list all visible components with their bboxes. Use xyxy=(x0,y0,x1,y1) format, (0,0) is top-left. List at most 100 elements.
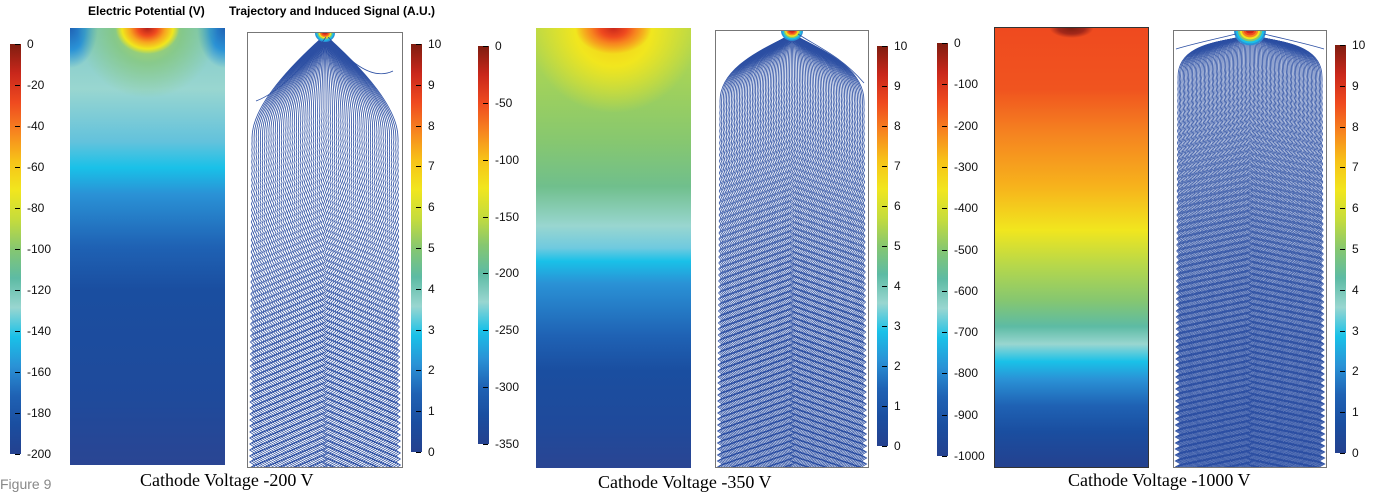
trajectory-line xyxy=(1249,32,1296,467)
trajectory-line xyxy=(1220,32,1251,467)
trajectory-line xyxy=(322,34,330,467)
trajectory-line xyxy=(791,32,832,467)
trajectory-line xyxy=(791,32,813,467)
trajectory-line xyxy=(299,34,326,467)
trajectory-line xyxy=(729,32,793,467)
colorbar-tick-label: -160 xyxy=(14,365,52,379)
trajectory-line xyxy=(1249,32,1326,467)
trajectory-line xyxy=(291,34,326,467)
trajectory-line xyxy=(791,32,868,467)
trajectory-line xyxy=(1209,32,1251,467)
trajectory-line xyxy=(1244,32,1252,467)
trajectory-line xyxy=(1249,32,1276,467)
trajectory-line xyxy=(763,32,793,467)
trajectory-line xyxy=(324,34,380,467)
trajectory-line xyxy=(791,32,807,467)
trajectory-line xyxy=(255,36,327,102)
trajectory-line xyxy=(1240,32,1251,467)
trajectory-line xyxy=(1249,32,1264,467)
trajectory-line xyxy=(1232,32,1251,467)
trajectory-plot xyxy=(715,30,869,468)
trajectory-line xyxy=(1184,32,1251,467)
trajectory-line xyxy=(755,32,793,467)
colorbar-tick-label: 2 xyxy=(1340,364,1359,379)
colorbar-tick-label: 7 xyxy=(882,159,901,173)
trajectory-line xyxy=(1192,32,1251,467)
trajectory-line xyxy=(1249,32,1288,467)
signal-colorbar xyxy=(877,46,888,446)
trajectory-line xyxy=(1195,32,1251,467)
trajectory-line xyxy=(753,32,793,467)
colorbar-tick-label: -350 xyxy=(482,437,520,451)
trajectory-line xyxy=(791,32,858,467)
trajectory-line xyxy=(1175,33,1237,50)
trajectory-line xyxy=(1180,32,1251,467)
trajectory-line xyxy=(251,34,326,467)
trajectory-line xyxy=(791,32,852,467)
trajectory-line xyxy=(752,32,793,467)
trajectory-line xyxy=(1178,32,1251,467)
colorbar-tick-label: -100 xyxy=(482,152,520,167)
trajectory-line xyxy=(1231,32,1251,467)
trajectory-line xyxy=(1249,32,1302,467)
colorbar-tick-label: -100 xyxy=(14,242,52,256)
trajectory-line xyxy=(737,32,793,467)
trajectory-line xyxy=(1200,32,1251,467)
trajectory-line xyxy=(791,32,845,467)
panel-caption: Cathode Voltage -1000 V xyxy=(1068,470,1251,490)
trajectory-line xyxy=(1224,32,1251,467)
colorbar-tick-label: 2 xyxy=(416,363,435,378)
colorbar-tick-label: -300 xyxy=(482,380,520,395)
trajectory-line xyxy=(791,32,849,467)
colorbar-tick-label: 1 xyxy=(1340,405,1359,420)
trajectory-line xyxy=(324,34,364,467)
trajectory-line xyxy=(324,34,399,467)
trajectory-line xyxy=(324,34,393,467)
colorbar-tick-label: -700 xyxy=(941,325,979,340)
trajectory-line xyxy=(1187,32,1251,467)
colorbar-tick-label: 0 xyxy=(483,39,502,53)
colorbar-tick-label: -180 xyxy=(14,406,52,420)
trajectory-line xyxy=(789,32,797,467)
colorbar-tick-label: 0 xyxy=(416,445,435,459)
colorbar-tick-label: -40 xyxy=(14,119,45,133)
colorbar-tick-label: -900 xyxy=(941,407,979,422)
trajectory-line xyxy=(791,32,865,467)
trajectory-line xyxy=(295,34,326,467)
trajectory-line xyxy=(318,34,326,467)
trajectory-line xyxy=(1249,32,1313,467)
trajectory-line xyxy=(1204,32,1251,467)
signal-hotspot xyxy=(322,33,328,35)
trajectory-line xyxy=(324,34,387,467)
trajectory-line xyxy=(779,32,793,467)
trajectory-line xyxy=(316,34,326,467)
trajectory-line xyxy=(1249,32,1292,467)
trajectory-line xyxy=(280,34,326,467)
trajectory-line xyxy=(791,32,860,467)
colorbar-tick-label: -150 xyxy=(482,209,520,224)
trajectory-line xyxy=(761,32,793,467)
trajectory-line xyxy=(1213,32,1251,467)
colorbar-tick-label: 4 xyxy=(1340,282,1359,297)
trajectory-line xyxy=(324,34,376,467)
trajectory-line xyxy=(1241,32,1251,467)
colorbar-tick-label: 8 xyxy=(1340,119,1359,134)
trajectory-line xyxy=(297,34,326,467)
trajectory-line xyxy=(269,34,326,467)
trajectory-line xyxy=(320,34,328,467)
trajectory-line xyxy=(1249,32,1321,467)
colorbar-tick-label: -800 xyxy=(941,366,979,381)
colorbar-tick-label: -60 xyxy=(14,160,45,174)
trajectory-line xyxy=(1249,32,1275,467)
trajectory-line xyxy=(1249,32,1312,467)
trajectory-line xyxy=(1249,32,1289,467)
trajectory-line xyxy=(1249,32,1298,467)
trajectory-line xyxy=(723,32,793,467)
trajectory-line xyxy=(1211,32,1251,467)
trajectory-line xyxy=(1183,32,1251,467)
trajectory-line xyxy=(1223,32,1251,467)
trajectory-line xyxy=(764,32,793,467)
trajectory-line xyxy=(734,32,793,467)
trajectory-line xyxy=(312,34,326,467)
trajectory-line xyxy=(1249,32,1261,467)
